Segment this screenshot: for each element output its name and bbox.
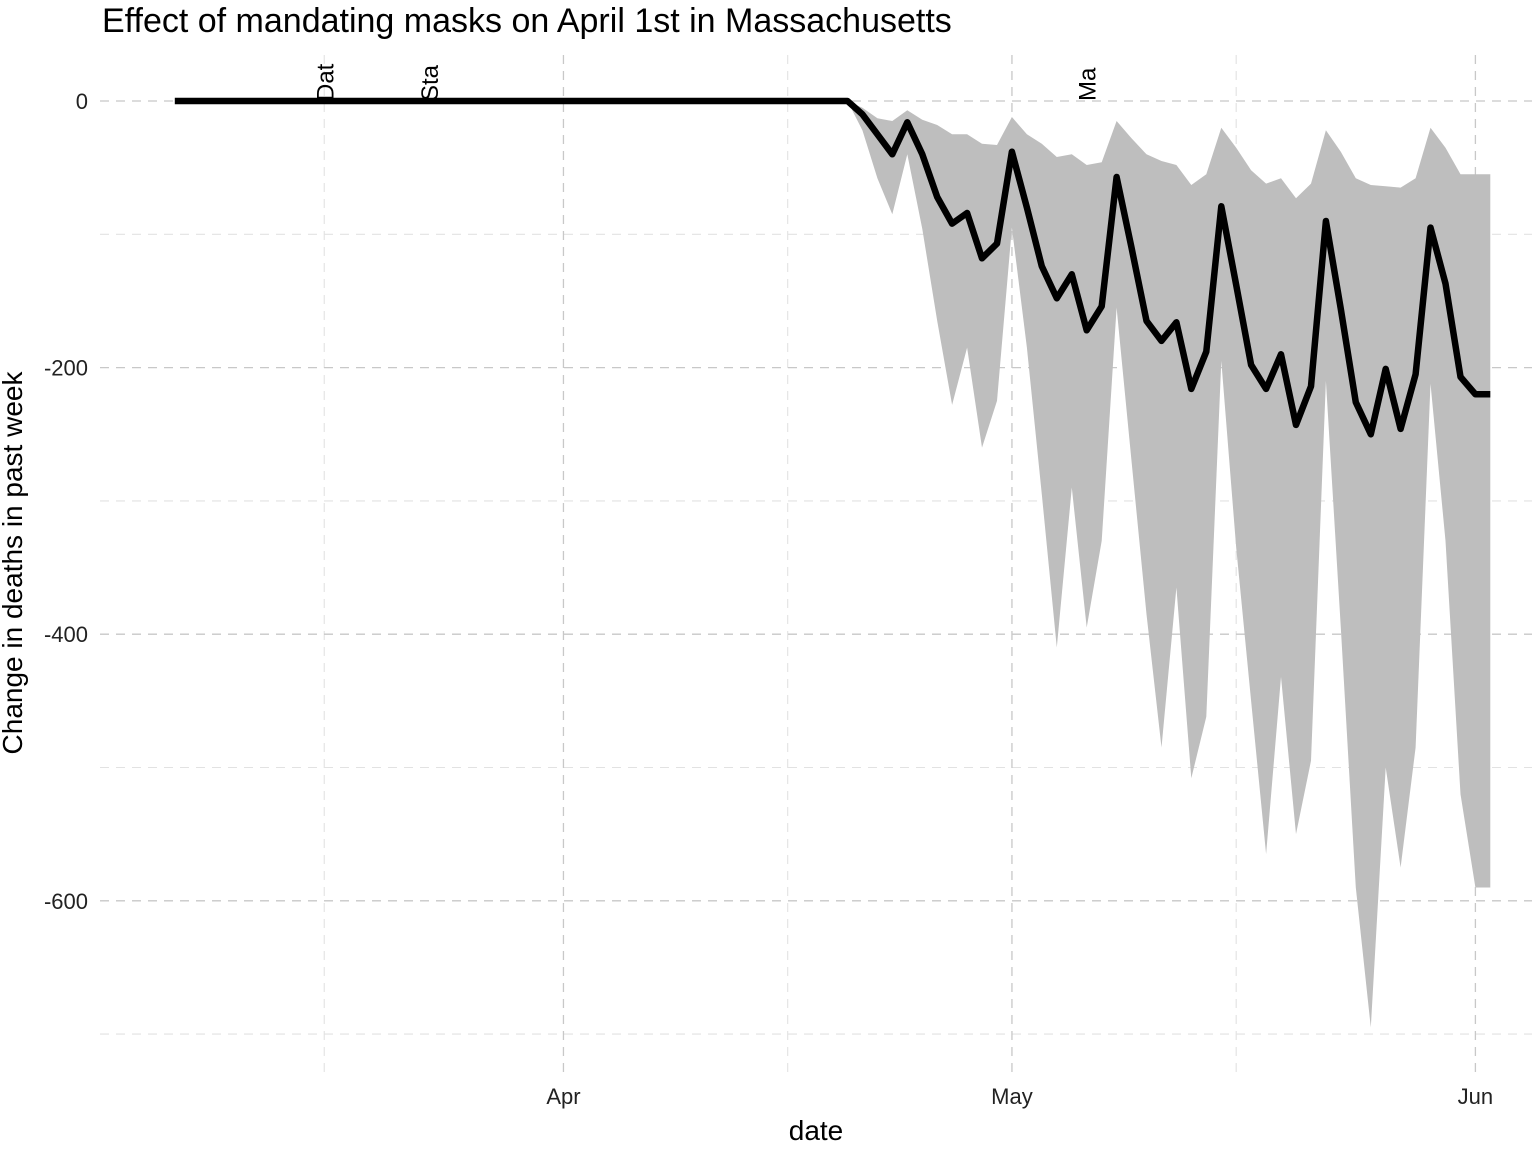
annotation-group: Dat Sta Ma: [312, 63, 1101, 101]
y-tick-label: 0: [76, 89, 88, 114]
annotations: Dat Sta Ma: [312, 63, 1101, 101]
x-tick-label: May: [991, 1084, 1033, 1109]
confidence-ribbon: [174, 101, 1491, 1028]
confidence-ribbon-layer: [174, 101, 1491, 1028]
series-line: [174, 97, 1491, 438]
y-tick-label: -200: [44, 356, 88, 381]
y-tick-labels: 0 -200 -400 -600: [44, 89, 88, 914]
minor-gridlines-x: [323, 55, 1237, 1075]
annotation-label: Ma: [1075, 67, 1102, 101]
y-tick-label: -600: [44, 889, 88, 914]
annotation-label: Dat: [312, 63, 339, 101]
x-tick-label: Jun: [1458, 1084, 1493, 1109]
x-axis-title: date: [789, 1115, 844, 1146]
y-axis-title: Change in deaths in past week: [0, 371, 28, 755]
x-tick-label: Apr: [546, 1084, 580, 1109]
series-line-layer: [174, 97, 1491, 438]
chart-title: Effect of mandating masks on April 1st i…: [102, 2, 952, 40]
annotation-label: Sta: [417, 64, 444, 101]
x-tick-labels: Apr May Jun: [546, 1084, 1493, 1109]
major-gridlines-x: [562, 55, 1477, 1075]
y-tick-label: -400: [44, 622, 88, 647]
